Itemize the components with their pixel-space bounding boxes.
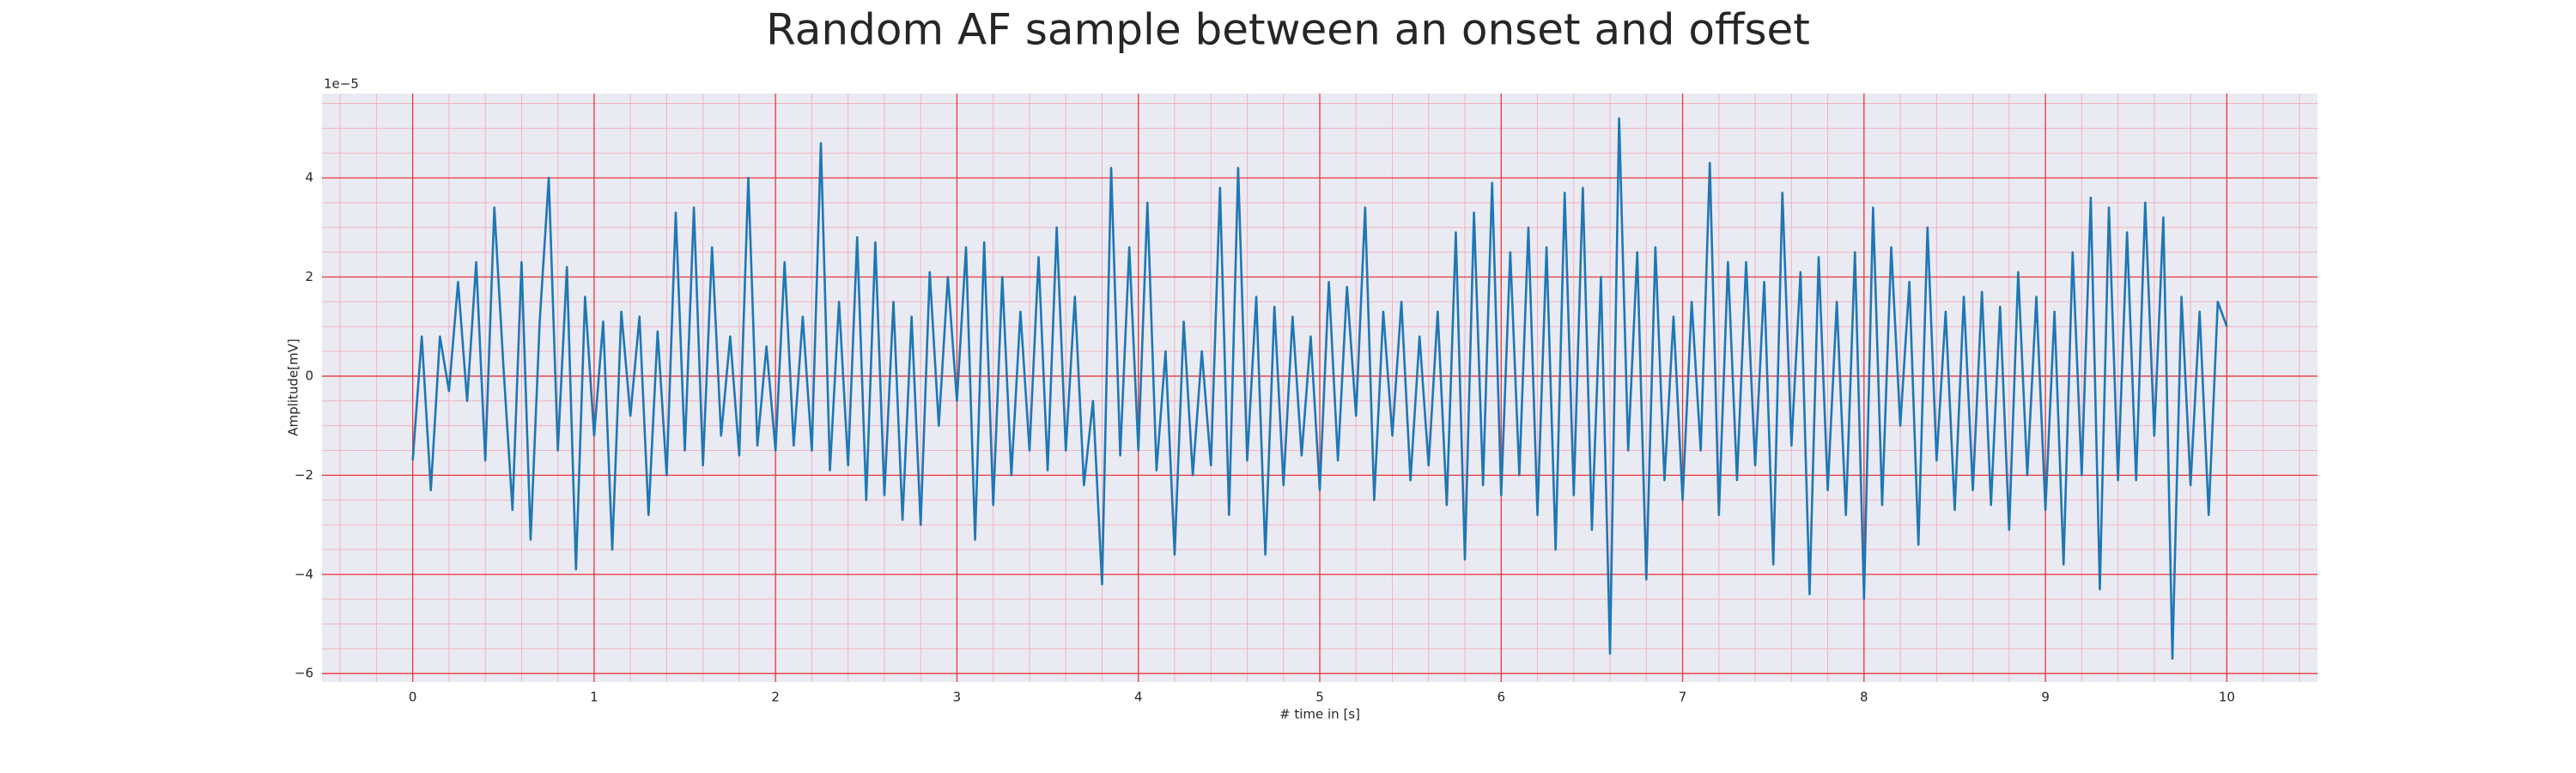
y-tick-label: −6 bbox=[295, 666, 313, 681]
x-tick-label: 7 bbox=[1679, 690, 1687, 705]
x-tick-label: 9 bbox=[2041, 690, 2050, 705]
x-tick-label: 8 bbox=[1860, 690, 1868, 705]
y-tick-label: −4 bbox=[295, 566, 313, 581]
y-offset-label: 1e−5 bbox=[324, 76, 359, 92]
y-tick-label: 0 bbox=[305, 368, 313, 383]
x-tick-label: 5 bbox=[1315, 690, 1324, 705]
x-tick-label: 10 bbox=[2219, 690, 2235, 705]
x-tick-label: 0 bbox=[409, 690, 417, 705]
x-tick-label: 3 bbox=[953, 690, 962, 705]
chart-title: Random AF sample between an onset and of… bbox=[766, 5, 1810, 55]
marks bbox=[411, 117, 2228, 660]
x-tick-label: 4 bbox=[1134, 690, 1143, 705]
x-tick-label: 2 bbox=[771, 690, 780, 705]
y-tick-label: −2 bbox=[295, 467, 313, 483]
x-tick-label: 6 bbox=[1497, 690, 1505, 705]
y-tick-label: 2 bbox=[305, 269, 313, 284]
y-axis-label: Amplitude[mV] bbox=[286, 338, 301, 435]
data-line bbox=[411, 117, 2228, 660]
x-axis-label: # time in [s] bbox=[1279, 707, 1360, 722]
y-tick-label: 4 bbox=[305, 170, 313, 186]
x-tick-label: 1 bbox=[590, 690, 598, 705]
